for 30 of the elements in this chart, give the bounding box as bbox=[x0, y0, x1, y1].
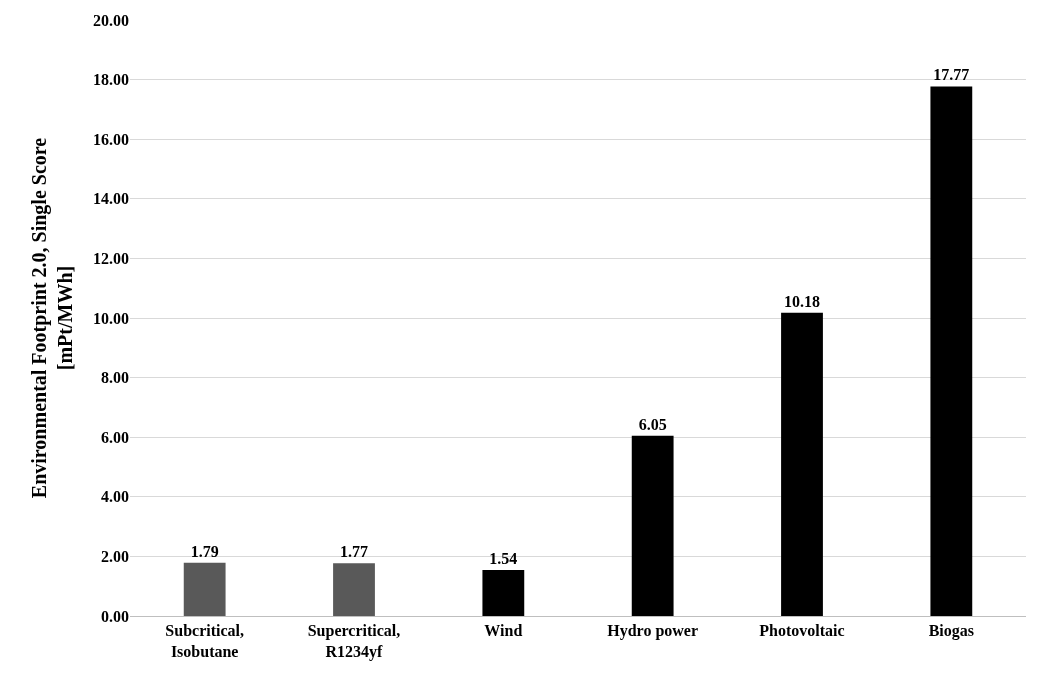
x-tick-label: Photovoltaic bbox=[759, 622, 845, 640]
x-tick-label: Biogas bbox=[928, 622, 974, 641]
y-tick-label: 16.00 bbox=[93, 130, 129, 148]
data-label: 6.05 bbox=[638, 415, 667, 433]
y-tick-label: 4.00 bbox=[101, 488, 129, 506]
bar bbox=[930, 86, 973, 616]
y-tick-label: 18.00 bbox=[93, 71, 129, 89]
x-tick-label: Wind bbox=[484, 622, 523, 640]
y-tick-label: 6.00 bbox=[101, 428, 129, 446]
y-tick-label: 8.00 bbox=[101, 369, 129, 387]
x-tick-label: Hydro power bbox=[607, 622, 699, 641]
y-tick-label: 10.00 bbox=[93, 309, 129, 327]
y-tick-label: 20.00 bbox=[93, 11, 129, 29]
y-tick-label: 2.00 bbox=[101, 548, 129, 565]
y-tick-label: 12.00 bbox=[93, 250, 129, 267]
bar bbox=[482, 570, 525, 616]
bar bbox=[183, 562, 226, 616]
y-tick-label: 0.00 bbox=[101, 607, 129, 625]
y-tick-label: 14.00 bbox=[93, 190, 129, 208]
bar bbox=[631, 435, 674, 616]
y-axis-title: Environmental Footprint 2.0, Single Score [mPt/MWh] bbox=[27, 137, 76, 499]
data-label: 1.54 bbox=[489, 550, 518, 568]
data-label: 10.18 bbox=[784, 292, 820, 310]
x-tick-label: Supercritical, R1234yf bbox=[307, 622, 401, 661]
data-label: 17.77 bbox=[933, 66, 970, 84]
x-tick-label: Subcritical, Isobutane bbox=[165, 622, 245, 660]
bar bbox=[333, 563, 375, 616]
data-label: 1.77 bbox=[340, 543, 368, 561]
bar bbox=[781, 312, 823, 616]
data-label: 1.79 bbox=[190, 542, 219, 560]
